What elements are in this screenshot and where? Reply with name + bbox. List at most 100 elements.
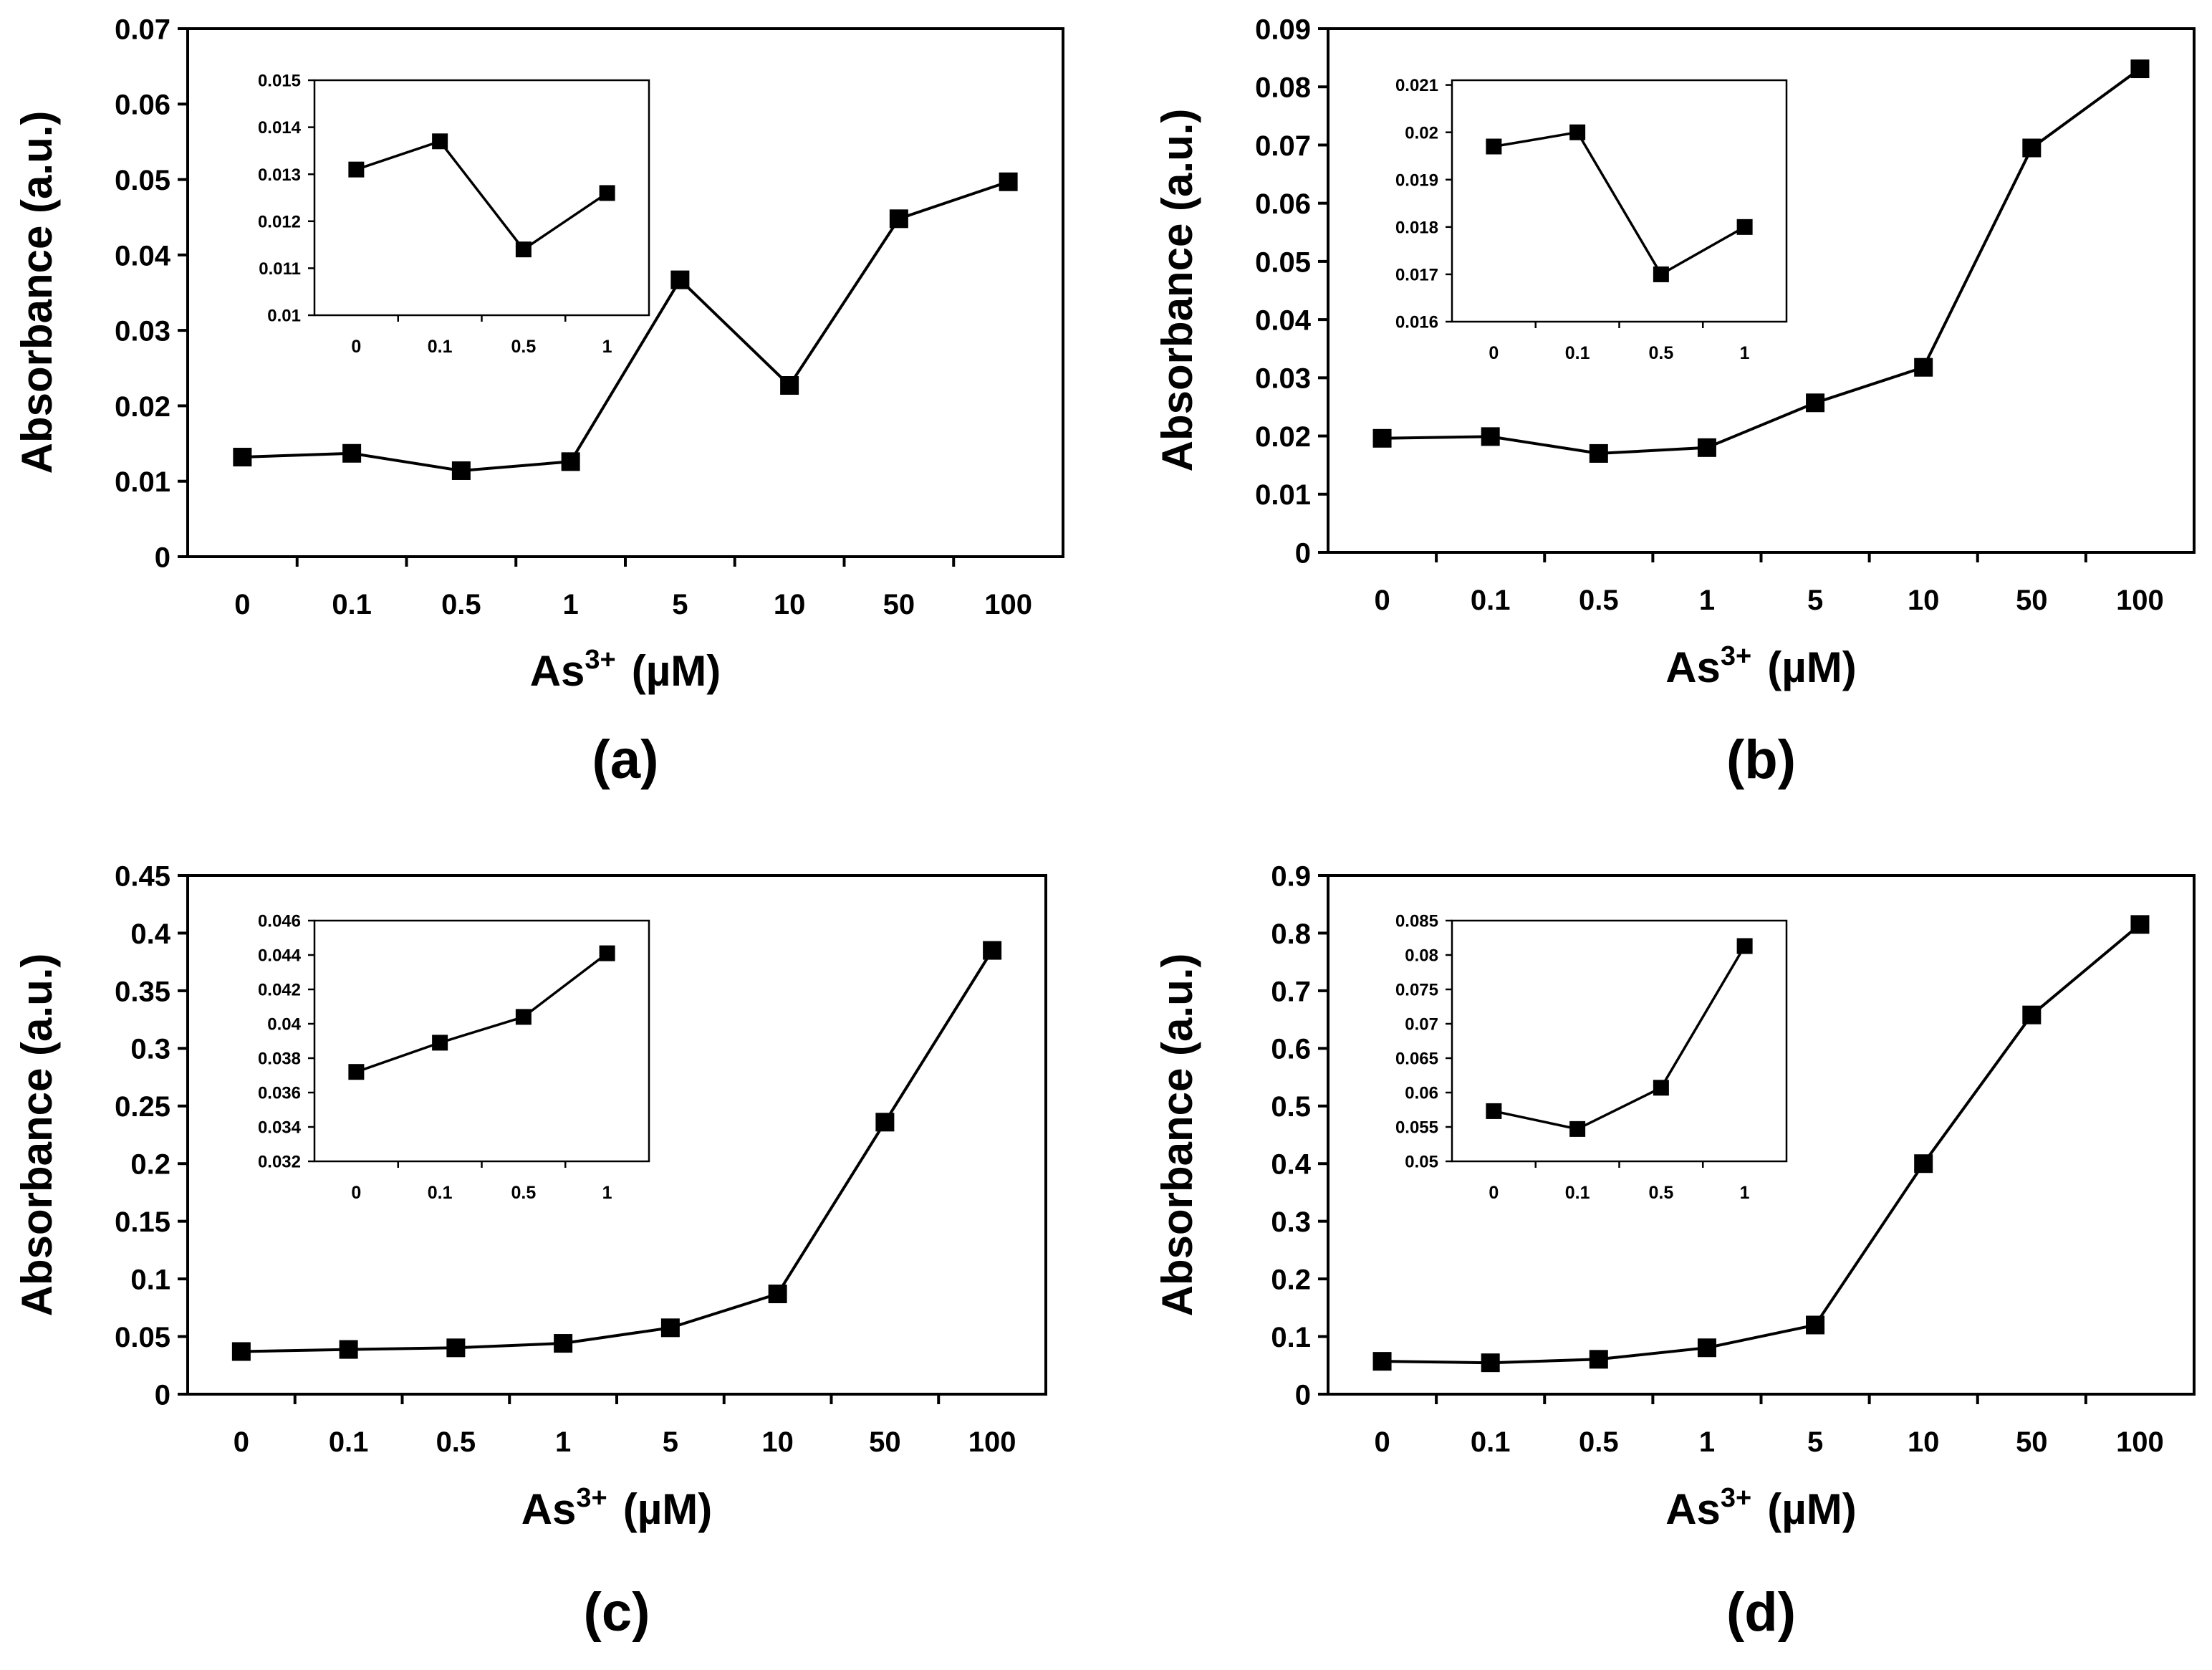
- main-data-point: [1806, 1315, 1825, 1335]
- inset-xtick-label: 0.1: [1565, 343, 1590, 363]
- main-data-point: [1914, 1154, 1933, 1174]
- inset-ytick-label: 0.04: [267, 1015, 301, 1035]
- main-xtick-label: 50: [2016, 1426, 2048, 1458]
- main-data-point: [889, 209, 908, 229]
- x-axis-label-unit: (µM): [632, 647, 721, 695]
- x-axis-label: As3+ (µM): [1665, 1483, 1857, 1533]
- main-ytick-label: 0.3: [1271, 1206, 1311, 1238]
- main-xtick-label: 0.5: [1579, 1426, 1619, 1458]
- main-ytick-label: 0.25: [115, 1091, 170, 1123]
- y-axis-label: Absorbance (a.u.): [13, 954, 61, 1317]
- main-ytick-label: 0.03: [115, 316, 170, 347]
- inset-ytick-label: 0.034: [258, 1118, 302, 1138]
- main-data-point: [999, 172, 1018, 191]
- main-ytick-label: 0.35: [115, 976, 170, 1007]
- inset-ytick-label: 0.07: [1405, 1015, 1438, 1035]
- main-data-point: [1481, 1353, 1500, 1373]
- inset-ytick-label: 0.044: [258, 946, 302, 966]
- x-axis-label: As3+ (µM): [1665, 641, 1857, 691]
- main-ytick-label: 0.09: [1255, 14, 1311, 45]
- inset-ytick-label: 0.017: [1395, 266, 1438, 285]
- inset-ytick-label: 0.036: [258, 1084, 301, 1103]
- x-axis-label-sup: 3+: [585, 645, 615, 675]
- main-data-point: [780, 376, 799, 395]
- main-ytick-label: 0.07: [1255, 130, 1311, 162]
- inset-series-line: [1494, 130, 1746, 277]
- inset-ytick-label: 0.015: [258, 72, 301, 91]
- main-xtick-label: 10: [761, 1426, 794, 1458]
- main-ytick-label: 0.9: [1271, 860, 1311, 892]
- inset-data-point: [432, 133, 448, 150]
- inset-data-point: [1486, 1103, 1502, 1119]
- main-ytick-label: 0.08: [1255, 72, 1311, 104]
- panel-a: 00.010.020.030.040.050.060.070 0.1 0.5 1 5 10…: [13, 14, 1064, 790]
- main-ytick-label: 0: [1295, 1379, 1311, 1411]
- main-data-point: [875, 1113, 895, 1132]
- main-data-point: [1914, 357, 1933, 377]
- main-xtick-label: 1: [563, 589, 579, 620]
- inset-ytick-label: 0.065: [1395, 1050, 1438, 1069]
- panel-label: (b): [1726, 729, 1796, 790]
- main-data-point: [768, 1285, 787, 1304]
- main-ytick-label: 0.4: [130, 918, 170, 950]
- main-series-line: [242, 180, 1009, 473]
- main-xtick-label: 5: [663, 1426, 678, 1458]
- main-ytick-label: 0.07: [115, 14, 170, 45]
- inset-data-point: [599, 945, 615, 961]
- main-data-point: [1589, 443, 1608, 463]
- main-data-point: [1372, 1352, 1392, 1371]
- inset-data-point: [515, 1009, 532, 1025]
- main-ytick-label: 0.05: [115, 165, 170, 196]
- main-ytick-label: 0.2: [1271, 1265, 1311, 1296]
- main-ytick-label: 0.3: [130, 1034, 170, 1065]
- inset-ytick-label: 0.014: [258, 118, 302, 138]
- inset-ytick-label: 0.06: [1405, 1084, 1438, 1103]
- inset-chart: 0.01 0.011 0.012 0.013 0.014 0.015 0 0.1 0.5 1: [258, 72, 650, 357]
- main-data-point: [451, 461, 471, 480]
- main-ytick-label: 0.6: [1271, 1034, 1311, 1065]
- main-ytick-label: 0.02: [115, 391, 170, 423]
- inset-ytick-label: 0.055: [1395, 1118, 1438, 1138]
- panel-label: (c): [584, 1582, 650, 1643]
- inset-xtick-label: 0.5: [1648, 1183, 1673, 1203]
- main-xtick-label: 0: [234, 589, 250, 620]
- main-ytick-label: 0.01: [1255, 479, 1311, 511]
- main-xtick-label: 10: [1908, 1426, 1940, 1458]
- main-data-point: [446, 1338, 466, 1358]
- main-ytick-label: 0.05: [115, 1322, 170, 1353]
- inset-ytick-label: 0.013: [258, 165, 301, 185]
- main-data-point: [342, 443, 362, 463]
- main-ytick-label: 0.06: [1255, 188, 1311, 220]
- inset-ytick-label: 0.075: [1395, 981, 1438, 1000]
- x-axis-label-sup: 3+: [1721, 641, 1751, 671]
- inset-ytick-label: 0.046: [258, 912, 301, 931]
- inset-xtick-label: 0.1: [1565, 1183, 1590, 1203]
- inset-ytick-label: 0.021: [1395, 76, 1438, 95]
- inset-xtick-label: 1: [602, 337, 612, 357]
- x-axis-label-unit: (µM): [1767, 643, 1857, 691]
- inset-xtick-label: 1: [1740, 343, 1750, 363]
- main-data-point: [2022, 1005, 2042, 1024]
- main-xtick-label: 1: [1699, 1426, 1715, 1458]
- main-xtick-label: 0.5: [436, 1426, 476, 1458]
- main-ytick-label: 0: [1295, 537, 1311, 569]
- inset-ytick-label: 0.019: [1395, 171, 1438, 190]
- main-data-point: [660, 1318, 680, 1338]
- main-ytick-label: 0.15: [115, 1206, 170, 1238]
- main-ytick-label: 0: [155, 542, 170, 573]
- main-data-point: [2022, 138, 2042, 158]
- inset-series-line: [355, 140, 608, 251]
- main-data-point: [561, 452, 580, 471]
- y-axis-label: Absorbance (a.u.): [1153, 954, 1201, 1317]
- inset-data-point: [348, 161, 365, 178]
- main-ytick-label: 0.02: [1255, 421, 1311, 453]
- panel-c: 00.050.10.150.20.250.30.350.40.450 0.1 0.5…: [13, 860, 1047, 1643]
- inset-frame: [313, 919, 650, 1163]
- main-data-point: [2130, 59, 2150, 79]
- x-axis-label-sup: 3+: [1721, 1483, 1751, 1513]
- x-axis-label: As3+ (µM): [521, 1483, 713, 1533]
- main-ytick-label: 0.04: [1255, 305, 1312, 337]
- y-axis-label: Absorbance (a.u.): [1153, 109, 1201, 472]
